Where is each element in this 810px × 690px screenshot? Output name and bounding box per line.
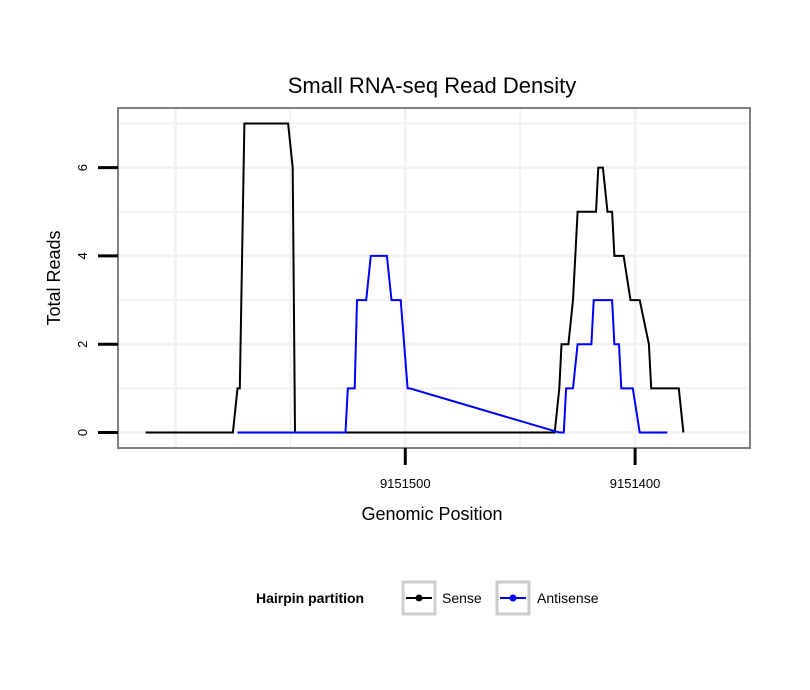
y-tick-label: 4 [75, 252, 90, 259]
legend-label-sense: Sense [442, 590, 482, 606]
plot-panel [118, 108, 750, 448]
series-line-antisense [237, 254, 668, 434]
plot-border [117, 107, 751, 449]
series-line-sense [145, 122, 685, 434]
series-layer [145, 122, 685, 434]
legend-point-sense [415, 594, 423, 602]
y-tick-label: 0 [75, 429, 90, 436]
x-tick-label: 9151400 [610, 476, 661, 491]
x-axis: 9151500 9151400 [380, 448, 660, 491]
legend-item-sense: Sense [401, 580, 482, 616]
legend-point-antisense [509, 594, 517, 602]
x-axis-label: Genomic Position [361, 504, 502, 524]
y-axis: 0 2 4 6 [75, 164, 118, 436]
y-tick-label: 2 [75, 341, 90, 348]
legend-label-antisense: Antisense [537, 590, 599, 606]
chart-title: Small RNA-seq Read Density [288, 73, 577, 98]
y-tick-label: 6 [75, 164, 90, 171]
y-axis-label: Total Reads [44, 230, 64, 325]
x-tick-label: 9151500 [380, 476, 431, 491]
legend: Hairpin partition Sense Antisense [256, 580, 599, 616]
legend-title: Hairpin partition [256, 590, 364, 606]
legend-item-antisense: Antisense [495, 580, 599, 616]
